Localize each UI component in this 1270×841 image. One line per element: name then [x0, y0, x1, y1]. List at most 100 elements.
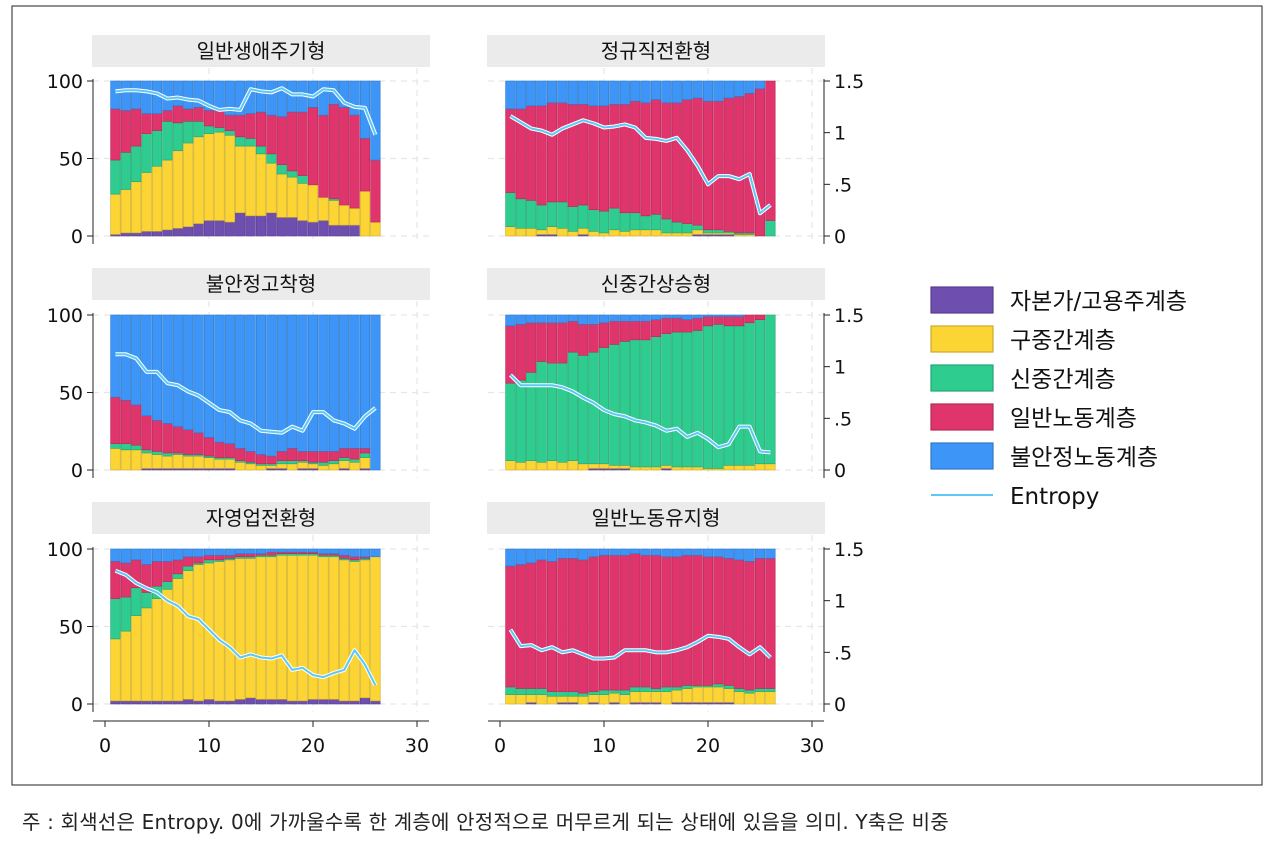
bar-segment [328, 460, 339, 465]
bar-segment [349, 461, 360, 471]
bar-segment [671, 556, 682, 688]
panel-4: 신중간상승형 0 .5 1 1.5 [487, 268, 864, 482]
bar-segment [640, 466, 651, 471]
bar-segment [682, 319, 693, 333]
bar-segment [619, 103, 630, 214]
bar-segment [328, 556, 339, 700]
bar-segment [297, 700, 308, 705]
bar-segment [661, 102, 672, 220]
bar-segment [328, 200, 339, 226]
panel-title-bar [92, 268, 430, 300]
bar-segment [692, 686, 703, 703]
bar-segment [235, 212, 246, 237]
bar-segment [276, 217, 287, 237]
bar-segment [349, 224, 360, 237]
bar-segment [682, 548, 693, 556]
bar-segment [224, 134, 235, 223]
bar-segment [349, 700, 360, 705]
bar-segment [702, 325, 714, 469]
bar-segment [536, 548, 547, 561]
bar-segment [723, 548, 734, 559]
legend-swatch [930, 286, 994, 314]
bar-segment [640, 686, 651, 692]
bar-segment [318, 196, 329, 221]
bar-segment [151, 548, 163, 562]
bar-segment [692, 554, 703, 686]
bar-segment [692, 229, 703, 235]
bar-segment [287, 176, 298, 218]
bar-segment [578, 559, 589, 694]
right-axis-tick-label: 0 [834, 460, 846, 482]
legend-label: 일반노동계층 [1010, 406, 1137, 432]
bar-segment [287, 463, 298, 471]
bar-segment [110, 700, 121, 705]
bar-segment [546, 561, 558, 692]
bar-segment [359, 452, 371, 458]
bar-segment [619, 554, 630, 691]
bar-segment [650, 554, 662, 689]
right-axis-tick-label: 1 [834, 123, 846, 145]
bar-segment [598, 694, 610, 705]
bar-segment [578, 463, 589, 471]
bar-segment [734, 325, 745, 466]
bar-segment [588, 323, 599, 353]
bar-segment [203, 314, 215, 438]
bar-segment [630, 100, 641, 214]
bar-segment [734, 548, 745, 561]
bar-segment [359, 447, 371, 454]
bar-segment [307, 699, 319, 705]
bar-segment [297, 111, 308, 176]
bar-segment [505, 565, 516, 688]
bar-segment [526, 200, 537, 229]
bar-segment [214, 220, 225, 237]
bar-segment [359, 697, 371, 705]
left-axis-tick-label: 50 [59, 383, 83, 405]
bar-segment [266, 314, 277, 457]
bar-segment [557, 548, 568, 559]
bar-segment [557, 102, 568, 203]
bar-segment [598, 80, 610, 107]
legend-item: 신중간계층 [930, 364, 1116, 393]
bar-segment [661, 691, 672, 705]
legend-item: Entropy [931, 484, 1099, 510]
panel-5: 자영업전환형 0 50 100 0 10 20 30 [47, 502, 430, 757]
bar-segment [692, 80, 703, 99]
bar-segment [172, 80, 183, 107]
bar-segment [744, 465, 755, 471]
panel-title-bar [487, 268, 825, 300]
legend-label: 자본가/고용주계층 [1010, 289, 1187, 315]
bar-segment [515, 379, 526, 463]
bar-segment [287, 460, 298, 465]
bar-segment [245, 215, 256, 237]
bar-segment [578, 548, 589, 561]
bar-segment [255, 153, 267, 217]
bar-segment [151, 454, 163, 469]
bar-segment [630, 80, 641, 102]
right-axis-tick-label: 1 [834, 591, 846, 613]
bar-segment [671, 232, 682, 237]
bar-segment [162, 229, 173, 237]
bar-segment [661, 333, 672, 466]
bar-segment [214, 700, 225, 705]
bar-segment [515, 227, 526, 237]
bar-segment [141, 449, 152, 454]
bar-segment [245, 548, 256, 554]
bar-segment [349, 561, 360, 702]
entropy-line [115, 353, 377, 434]
bar-segment [349, 207, 360, 226]
bar-segment [713, 100, 724, 231]
bar-segment [526, 688, 537, 695]
bar-segment [203, 457, 215, 469]
bar-segment [318, 314, 329, 452]
bar-segment [734, 559, 745, 689]
entropy-line [509, 629, 772, 660]
bar-segment [224, 559, 235, 702]
bar-segment [214, 80, 225, 111]
bar-segment [349, 556, 360, 561]
left-axis-tick-label: 100 [47, 539, 83, 561]
bar-segment [536, 204, 547, 231]
bar-segment [131, 108, 142, 147]
bar-segment [754, 463, 766, 471]
bar-segment [515, 564, 526, 689]
